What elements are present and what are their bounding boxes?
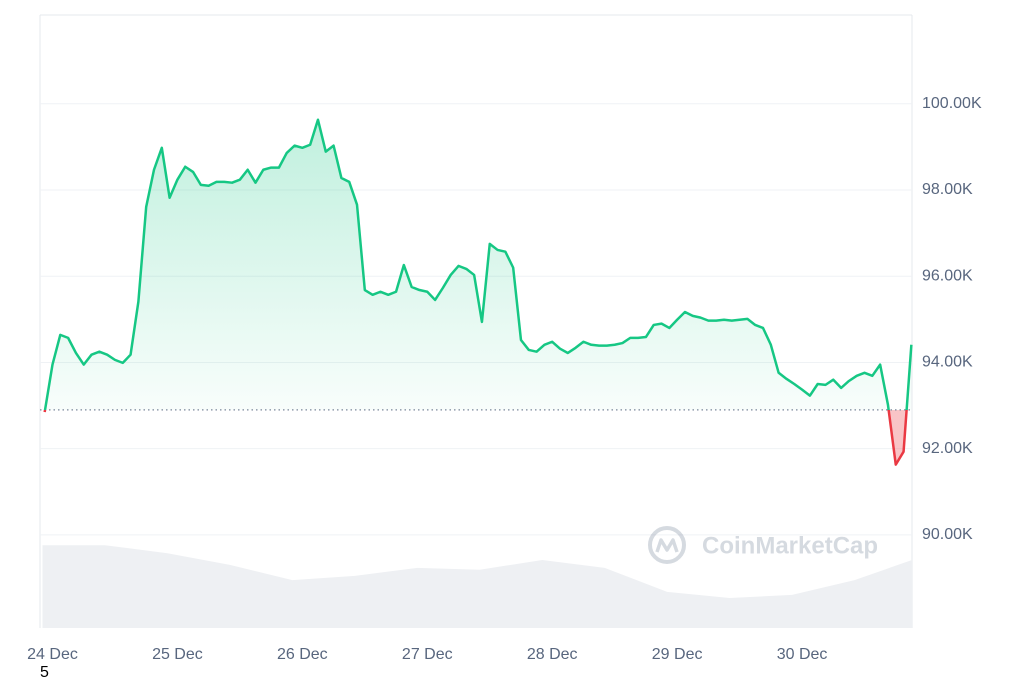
footnote: 5: [40, 664, 49, 681]
x-tick-label: 26 Dec: [277, 646, 328, 663]
price-line: [43, 118, 913, 466]
price-area: [44, 119, 912, 465]
watermark: CoinMarketCap: [648, 526, 878, 564]
x-tick-label: 27 Dec: [402, 646, 453, 663]
y-tick-label: 98.00K: [922, 181, 973, 198]
y-tick-label: 94.00K: [922, 354, 973, 371]
y-tick-label: 100.00K: [922, 95, 982, 112]
volume-area: [42, 545, 913, 628]
y-tick-label: 92.00K: [922, 440, 973, 457]
watermark-text: CoinMarketCap: [702, 532, 878, 559]
x-tick-label: 28 Dec: [527, 646, 578, 663]
y-tick-label: 96.00K: [922, 267, 973, 284]
x-tick-label: 25 Dec: [152, 646, 203, 663]
x-tick-label: 24 Dec: [27, 646, 78, 663]
y-tick-label: 90.00K: [922, 526, 973, 543]
x-tick-label: 30 Dec: [777, 646, 828, 663]
plot: [39, 14, 913, 628]
x-tick-label: 29 Dec: [652, 646, 703, 663]
